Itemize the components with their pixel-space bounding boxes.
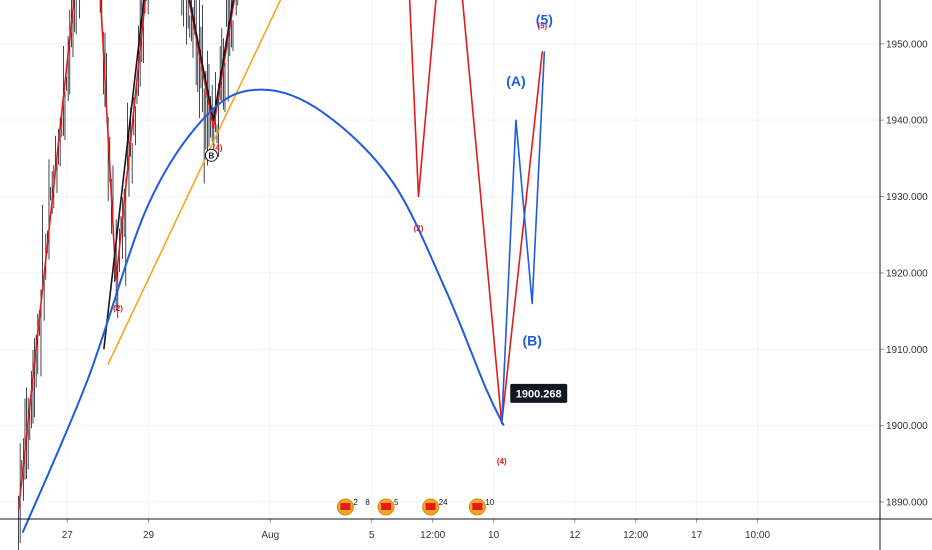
wave-label: (2) (113, 304, 123, 313)
time-axis-tick-label: 29 (143, 530, 155, 541)
price-callouts-layer: 2006.3771900.268 (509, 382, 569, 404)
flag-stripe (425, 503, 436, 510)
wave-lines-layer (17, 0, 546, 533)
price-axis-tick-label: 1930.000 (886, 192, 928, 203)
time-axis-tick-label: Aug (261, 530, 279, 541)
time-axis-tick-label: 10 (488, 530, 500, 541)
flag-stripe (381, 503, 392, 510)
time-axis-tick-label: 12:00 (420, 530, 445, 541)
time-axis-tick-label: 10:00 (745, 530, 770, 541)
grid-layer (0, 0, 880, 519)
wave-label: (A) (506, 73, 525, 89)
flag-stripe (472, 503, 483, 510)
event-count: 24 (439, 498, 448, 507)
flag-stripe (340, 503, 351, 510)
wave-line-red-projection[interactable] (368, 0, 544, 425)
price-axis-tick-label: 1940.000 (886, 116, 928, 127)
wave-label: (5) (536, 12, 553, 28)
wave-line-orange-channel-bottom[interactable] (107, 0, 339, 365)
event-badges-layer[interactable]: 2 8 5 24 10 (336, 498, 495, 516)
price-callout-border (509, 382, 569, 404)
wave-line-blue-projection-2[interactable] (500, 51, 546, 424)
economic-event-badge[interactable]: 5 (377, 498, 399, 516)
wave-label: B (209, 151, 215, 160)
time-axis-tick-label: 27 (62, 530, 74, 541)
time-axis-tick-label: 12 (569, 530, 581, 541)
plot-area[interactable] (0, 0, 880, 519)
time-axis-tick-label: 12:00 (623, 530, 648, 541)
wave-line-blue-arc-bottom[interactable] (21, 88, 505, 533)
wave-label: (4) (213, 144, 223, 153)
economic-event-badge[interactable]: 10 (468, 498, 495, 516)
event-count: 2 (353, 498, 358, 507)
price-axis-tick-label: 1890.000 (886, 498, 928, 509)
event-count: 8 (365, 498, 370, 507)
wave-label-circle (204, 148, 218, 162)
price-axis-tick-label: 1950.000 (886, 39, 928, 50)
time-axis-tick-label: 5 (369, 530, 375, 541)
economic-event-badge[interactable]: 24 (422, 498, 448, 516)
price-callout-box (509, 383, 568, 404)
wave-labels-layer: (1)(2)(3)(4)(5)(1)(2)(3)(4)(5)(A)BCDE(A)… (113, 12, 553, 466)
price-axis-tick-label: 1910.000 (886, 345, 928, 356)
wave-label: (5) (537, 22, 547, 31)
price-axis-tick-label: 1900.000 (886, 421, 928, 432)
wave-label: (4) (497, 457, 507, 466)
event-count: 10 (485, 498, 494, 507)
wave-label: (B) (522, 332, 541, 348)
wave-label: (2) (414, 224, 424, 233)
price-callout-label: 1900.268 (516, 388, 562, 400)
event-count: 5 (394, 498, 399, 507)
time-axis-tick-label: 17 (691, 530, 703, 541)
price-axis-tick-label: 1920.000 (886, 268, 928, 279)
